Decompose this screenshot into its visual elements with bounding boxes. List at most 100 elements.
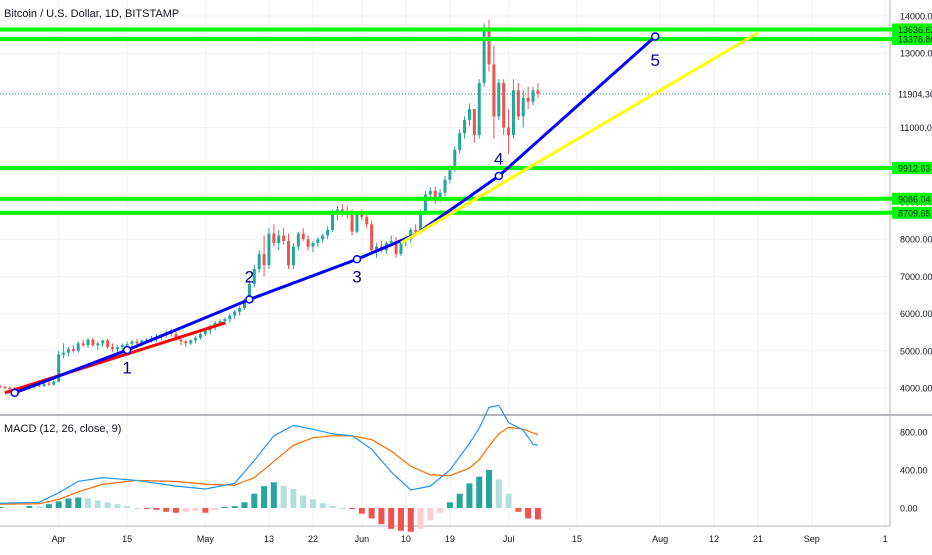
candle-body (419, 213, 423, 232)
candle-body (106, 340, 110, 348)
candle (463, 116, 467, 139)
candle (262, 235, 266, 277)
candle-body (477, 82, 481, 136)
macd-histogram-bar (221, 507, 228, 509)
macd-histogram-bar (486, 470, 493, 508)
macd-histogram-bar (309, 499, 316, 508)
candle-body (47, 383, 51, 385)
candle (370, 220, 374, 255)
candle (502, 79, 506, 136)
macd-histogram-bar (397, 508, 404, 531)
candle (497, 79, 501, 121)
yellow-trend-line (400, 31, 759, 245)
macd-histogram-bar (36, 506, 43, 508)
candle (472, 109, 476, 143)
candle-body (81, 343, 85, 346)
candle (120, 343, 124, 351)
macd-histogram-bar (114, 504, 121, 508)
candle (106, 338, 110, 349)
candle-body (492, 64, 496, 117)
x-tick-label: Jun (355, 534, 370, 544)
candle (91, 337, 95, 348)
macd-histogram-bar (476, 476, 483, 508)
macd-histogram-bar (94, 500, 101, 508)
macd-histogram-bar (173, 508, 180, 513)
red-trend-line (4, 321, 226, 395)
x-tick-label: Aug (652, 534, 668, 544)
level-price-label: 9912.63 (898, 164, 931, 174)
candle-body (257, 254, 261, 269)
candle-body (218, 321, 222, 323)
y-tick-label: 13000.00 (900, 49, 932, 59)
candle-body (423, 194, 427, 214)
candle-body (233, 311, 237, 316)
candle-body (52, 381, 56, 385)
candle-body (472, 109, 476, 136)
macd-histogram-bar (133, 508, 140, 509)
candle (86, 337, 90, 348)
macd-histogram-bar (329, 506, 336, 508)
x-tick-label: 15 (572, 534, 582, 544)
candle (101, 339, 105, 348)
wave-point-marker (494, 171, 504, 181)
candle-body (331, 213, 335, 230)
level-price-label: 8709.65 (898, 208, 931, 218)
level-price-label: 9086.04 (898, 194, 931, 204)
candle-body (223, 319, 227, 322)
macd-histogram-bar (407, 508, 414, 532)
wave-label: 1 (122, 359, 131, 378)
candle (238, 306, 242, 316)
candle (311, 241, 315, 253)
candle-body (448, 168, 452, 180)
macd-signal-line (0, 426, 539, 505)
candle-body (179, 339, 183, 342)
macd-histogram-bar (75, 497, 82, 508)
candle (296, 231, 300, 251)
candle-body (463, 120, 467, 134)
macd-histogram-bar (300, 495, 307, 508)
candle-body (502, 82, 506, 128)
candle (433, 187, 437, 204)
candle (306, 235, 310, 251)
candle-body (42, 383, 46, 387)
candle-body (86, 339, 90, 346)
level-price-label-bg (892, 162, 932, 175)
candle (526, 86, 530, 109)
candle (71, 345, 75, 353)
candle-body (37, 385, 41, 387)
candle-body (57, 354, 61, 382)
candle-body (272, 233, 276, 243)
macd-histogram-bar (349, 508, 356, 509)
macd-histogram-bar (378, 508, 385, 525)
candle (81, 339, 85, 348)
y-tick-label: 11000.00 (900, 123, 932, 133)
candle (282, 228, 286, 245)
macd-histogram-bar (104, 502, 111, 508)
wave-point-marker (352, 255, 362, 264)
candle-body (130, 341, 134, 345)
macd-histogram-bar (85, 498, 92, 508)
level-price-label: 13636.62 (898, 25, 932, 35)
candle-body (311, 242, 315, 247)
level-price-label-bg (892, 206, 932, 219)
candle-body (409, 229, 413, 240)
candle (287, 233, 291, 269)
candle (291, 242, 295, 269)
macd-y-tick-label: 400.00 (900, 466, 928, 476)
candle-body (96, 343, 100, 346)
candle (8, 386, 12, 390)
candle (531, 86, 535, 106)
candle-body (140, 340, 144, 344)
x-tick-label: 19 (445, 534, 455, 544)
macd-histogram-bar (261, 486, 268, 508)
candle-body (482, 30, 486, 83)
y-tick-label: 6000.00 (900, 309, 932, 319)
macd-histogram-bar (251, 493, 258, 508)
level-price-label-bg (892, 192, 932, 205)
candle (267, 228, 271, 269)
candle-body (340, 209, 344, 212)
macd-histogram-bar (26, 506, 33, 508)
wave-start-marker (10, 388, 19, 398)
wave-point-marker (245, 295, 254, 304)
